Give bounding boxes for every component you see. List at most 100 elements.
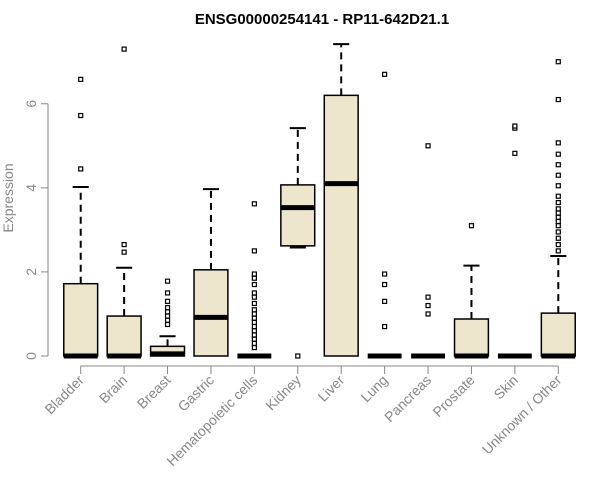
y-tick-label: 6 bbox=[23, 100, 39, 108]
outlier-point bbox=[251, 248, 257, 254]
y-tick-label: 0 bbox=[23, 352, 39, 360]
x-tick-label: Pancreas bbox=[381, 372, 434, 425]
x-tick-label: Breast bbox=[134, 372, 174, 412]
box-iqr bbox=[540, 312, 576, 357]
chart-title: ENSG00000254141 - RP11-642D21.1 bbox=[195, 11, 449, 28]
outlier-point bbox=[251, 275, 257, 281]
box-skin bbox=[497, 123, 532, 359]
x-tick-label: Prostate bbox=[429, 372, 477, 420]
outlier-point bbox=[251, 323, 257, 330]
outlier-point bbox=[121, 241, 127, 248]
outlier-point bbox=[78, 166, 84, 172]
box-iqr bbox=[323, 94, 359, 357]
outlier-point bbox=[164, 305, 171, 311]
outlier-point bbox=[251, 294, 257, 300]
outlier-point bbox=[555, 223, 561, 229]
x-tick-label: Brain bbox=[96, 372, 130, 406]
outlier-point bbox=[251, 340, 257, 346]
x-tick-label: Bladder bbox=[41, 372, 87, 418]
outlier-point bbox=[78, 76, 84, 82]
outlier-point bbox=[425, 294, 431, 300]
outlier-point bbox=[512, 123, 518, 129]
box-hematopoietic-cells bbox=[237, 201, 272, 359]
outlier-point bbox=[382, 298, 388, 304]
outlier-point bbox=[121, 46, 127, 52]
x-tick-label: Lung bbox=[357, 372, 390, 405]
outlier-point bbox=[251, 300, 257, 307]
outlier-point bbox=[555, 241, 561, 248]
boxes-group bbox=[63, 43, 576, 359]
outlier-point bbox=[251, 307, 257, 313]
outlier-point bbox=[555, 206, 561, 212]
box-iqr bbox=[280, 184, 316, 247]
outlier-point bbox=[251, 311, 257, 317]
outlier-point bbox=[382, 71, 388, 77]
x-tick-label: Kidney bbox=[262, 372, 304, 414]
x-tick-label: Liver bbox=[315, 372, 348, 405]
outlier-point bbox=[251, 336, 257, 342]
outlier-point bbox=[555, 151, 561, 157]
outlier-point bbox=[555, 214, 561, 220]
outlier-point bbox=[555, 59, 561, 65]
box-brain bbox=[106, 46, 142, 359]
outlier-point bbox=[555, 248, 561, 254]
outlier-point bbox=[555, 210, 561, 216]
outlier-point bbox=[555, 193, 561, 199]
box-iqr bbox=[453, 318, 490, 357]
outlier-point bbox=[251, 328, 257, 334]
box-prostate bbox=[453, 223, 490, 359]
outlier-point bbox=[382, 323, 388, 330]
outlier-point bbox=[382, 281, 388, 288]
box-lung bbox=[367, 71, 402, 359]
outlier-point bbox=[425, 302, 431, 309]
box-kidney bbox=[280, 127, 316, 359]
x-tick-label: Gastric bbox=[174, 372, 217, 415]
outlier-point bbox=[555, 218, 561, 225]
box-iqr bbox=[106, 315, 142, 357]
outlier-point bbox=[164, 317, 171, 323]
box-liver bbox=[323, 43, 359, 357]
outlier-point bbox=[164, 278, 171, 284]
outlier-point bbox=[468, 223, 475, 229]
box-iqr bbox=[193, 269, 229, 357]
outlier-point bbox=[251, 332, 257, 338]
y-tick-label: 2 bbox=[23, 268, 39, 276]
outlier-point bbox=[251, 315, 257, 321]
outlier-point bbox=[164, 321, 171, 328]
outlier-point bbox=[425, 311, 431, 317]
outlier-point bbox=[555, 140, 561, 146]
box-breast bbox=[149, 278, 186, 357]
outlier-point bbox=[251, 319, 257, 325]
outlier-point bbox=[425, 143, 431, 149]
outlier-point bbox=[78, 112, 84, 119]
outlier-point bbox=[121, 249, 127, 255]
box-bladder bbox=[63, 76, 99, 359]
x-tick-label: Unknown / Other bbox=[479, 372, 565, 458]
box-iqr bbox=[63, 282, 99, 357]
outlier-point bbox=[251, 344, 257, 351]
outlier-point bbox=[251, 281, 257, 288]
outlier-point bbox=[555, 183, 561, 189]
y-tick-label: 4 bbox=[23, 184, 39, 192]
outlier-point bbox=[555, 172, 561, 178]
outlier-point bbox=[555, 96, 561, 103]
outlier-point bbox=[164, 309, 171, 315]
outlier-point bbox=[251, 290, 257, 296]
outlier-point bbox=[555, 199, 561, 206]
box-gastric bbox=[193, 188, 229, 357]
outlier-point bbox=[555, 162, 561, 168]
y-axis: 0 2 4 6 bbox=[23, 100, 49, 360]
outlier-point bbox=[555, 229, 561, 235]
outlier-point bbox=[164, 298, 171, 304]
outlier-point bbox=[295, 353, 301, 359]
box-pancreas bbox=[411, 143, 445, 359]
outlier-point bbox=[164, 290, 171, 296]
box-unknown-other bbox=[540, 59, 576, 359]
y-axis-label: Expression bbox=[0, 163, 16, 232]
outlier-point bbox=[251, 271, 257, 277]
x-tick-label: Skin bbox=[490, 372, 521, 403]
outlier-point bbox=[555, 235, 561, 241]
outlier-point bbox=[382, 271, 388, 277]
